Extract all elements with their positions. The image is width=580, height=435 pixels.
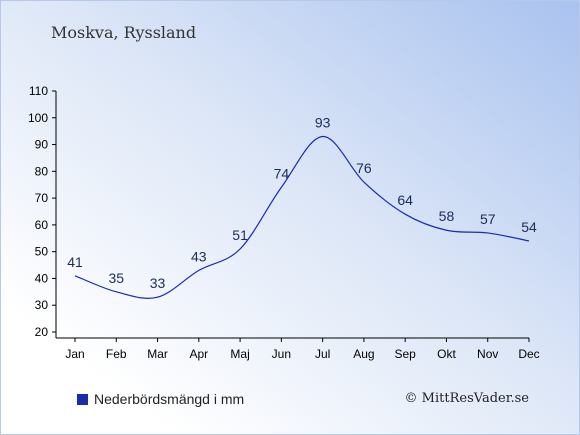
x-tick-label: Sep: [395, 347, 417, 361]
data-label: 93: [315, 115, 331, 131]
data-label: 64: [397, 192, 413, 208]
y-tick-label: 50: [35, 245, 49, 259]
y-tick-label: 70: [35, 191, 49, 205]
y-tick-label: 20: [35, 325, 49, 339]
legend-swatch: [77, 393, 88, 405]
chart-title: Moskva, Ryssland: [51, 23, 197, 42]
y-tick-label: 110: [29, 84, 48, 98]
x-tick-label: Jul: [315, 347, 330, 361]
data-label: 58: [439, 208, 455, 224]
series-line: [74, 135, 530, 299]
y-tick-label: 40: [35, 271, 49, 285]
x-tick-label: Jun: [272, 347, 291, 361]
x-tick-label: Nov: [477, 347, 498, 361]
data-label: 33: [150, 275, 166, 291]
data-label: 74: [274, 165, 290, 181]
x-tick-label: Aug: [353, 347, 374, 361]
axes: 20 30 40 50 60 70 80 90 100 110 Jan Feb Mar Apr Maj Jun…: [28, 84, 540, 361]
x-tick-label: Maj: [230, 347, 249, 361]
data-label: 43: [191, 248, 207, 264]
data-labels: 41 35 33 43 51 74 93 76 64 58 57 54: [67, 115, 537, 292]
data-label: 51: [232, 227, 248, 243]
legend-label: Nederbördsmängd i mm: [94, 391, 245, 407]
y-tick-label: 60: [35, 218, 49, 232]
y-tick-label: 30: [35, 298, 49, 312]
x-tick-label: Mar: [147, 347, 168, 361]
legend: Nederbördsmängd i mm: [77, 391, 244, 407]
data-label: 41: [67, 254, 83, 270]
y-tick-label: 100: [28, 111, 48, 125]
y-tick-label: 90: [35, 138, 49, 152]
x-tick-label: Apr: [189, 347, 208, 361]
data-label: 76: [356, 160, 372, 176]
series-group: [74, 135, 530, 299]
x-tick-label: Dec: [518, 347, 539, 361]
data-label: 35: [108, 270, 124, 286]
x-tick-label: Feb: [106, 347, 127, 361]
copyright-text: © MittResVader.se: [404, 391, 529, 406]
data-label: 57: [480, 211, 496, 227]
y-tick-label: 80: [35, 164, 49, 178]
data-label: 54: [521, 219, 537, 235]
x-tick-label: Okt: [437, 347, 456, 361]
x-tick-label: Jan: [65, 347, 84, 361]
